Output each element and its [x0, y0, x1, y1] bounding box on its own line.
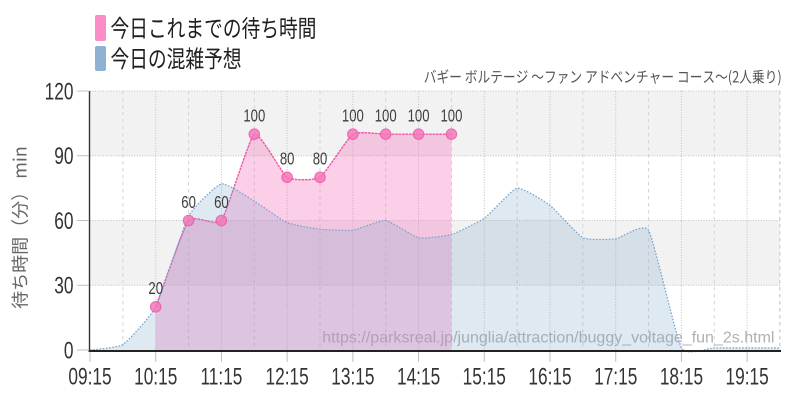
svg-text:100: 100	[375, 107, 397, 126]
svg-text:60: 60	[54, 208, 73, 234]
svg-text:90: 90	[54, 143, 73, 169]
svg-text:https://parksreal.jp/junglia/a: https://parksreal.jp/junglia/attraction/…	[322, 328, 774, 346]
svg-text:30: 30	[54, 273, 73, 299]
svg-text:80: 80	[313, 150, 328, 169]
svg-text:100: 100	[243, 107, 265, 126]
svg-text:80: 80	[280, 150, 295, 169]
svg-text:16:15: 16:15	[528, 364, 571, 390]
svg-text:09:15: 09:15	[68, 364, 111, 390]
svg-text:100: 100	[408, 107, 430, 126]
svg-text:10:15: 10:15	[134, 364, 177, 390]
svg-text:11:15: 11:15	[200, 364, 242, 390]
svg-text:17:15: 17:15	[594, 364, 637, 390]
svg-text:100: 100	[342, 107, 364, 126]
svg-text:15:15: 15:15	[463, 364, 506, 390]
svg-text:13:15: 13:15	[331, 364, 374, 390]
svg-text:60: 60	[181, 193, 196, 212]
svg-text:12:15: 12:15	[266, 364, 309, 390]
svg-text:100: 100	[440, 107, 462, 126]
svg-text:0: 0	[64, 338, 74, 364]
svg-text:18:15: 18:15	[660, 364, 703, 390]
svg-text:120: 120	[45, 79, 74, 105]
svg-text:20: 20	[148, 279, 163, 298]
svg-text:19:15: 19:15	[726, 364, 769, 390]
svg-text:14:15: 14:15	[397, 364, 440, 390]
svg-text:60: 60	[214, 193, 229, 212]
